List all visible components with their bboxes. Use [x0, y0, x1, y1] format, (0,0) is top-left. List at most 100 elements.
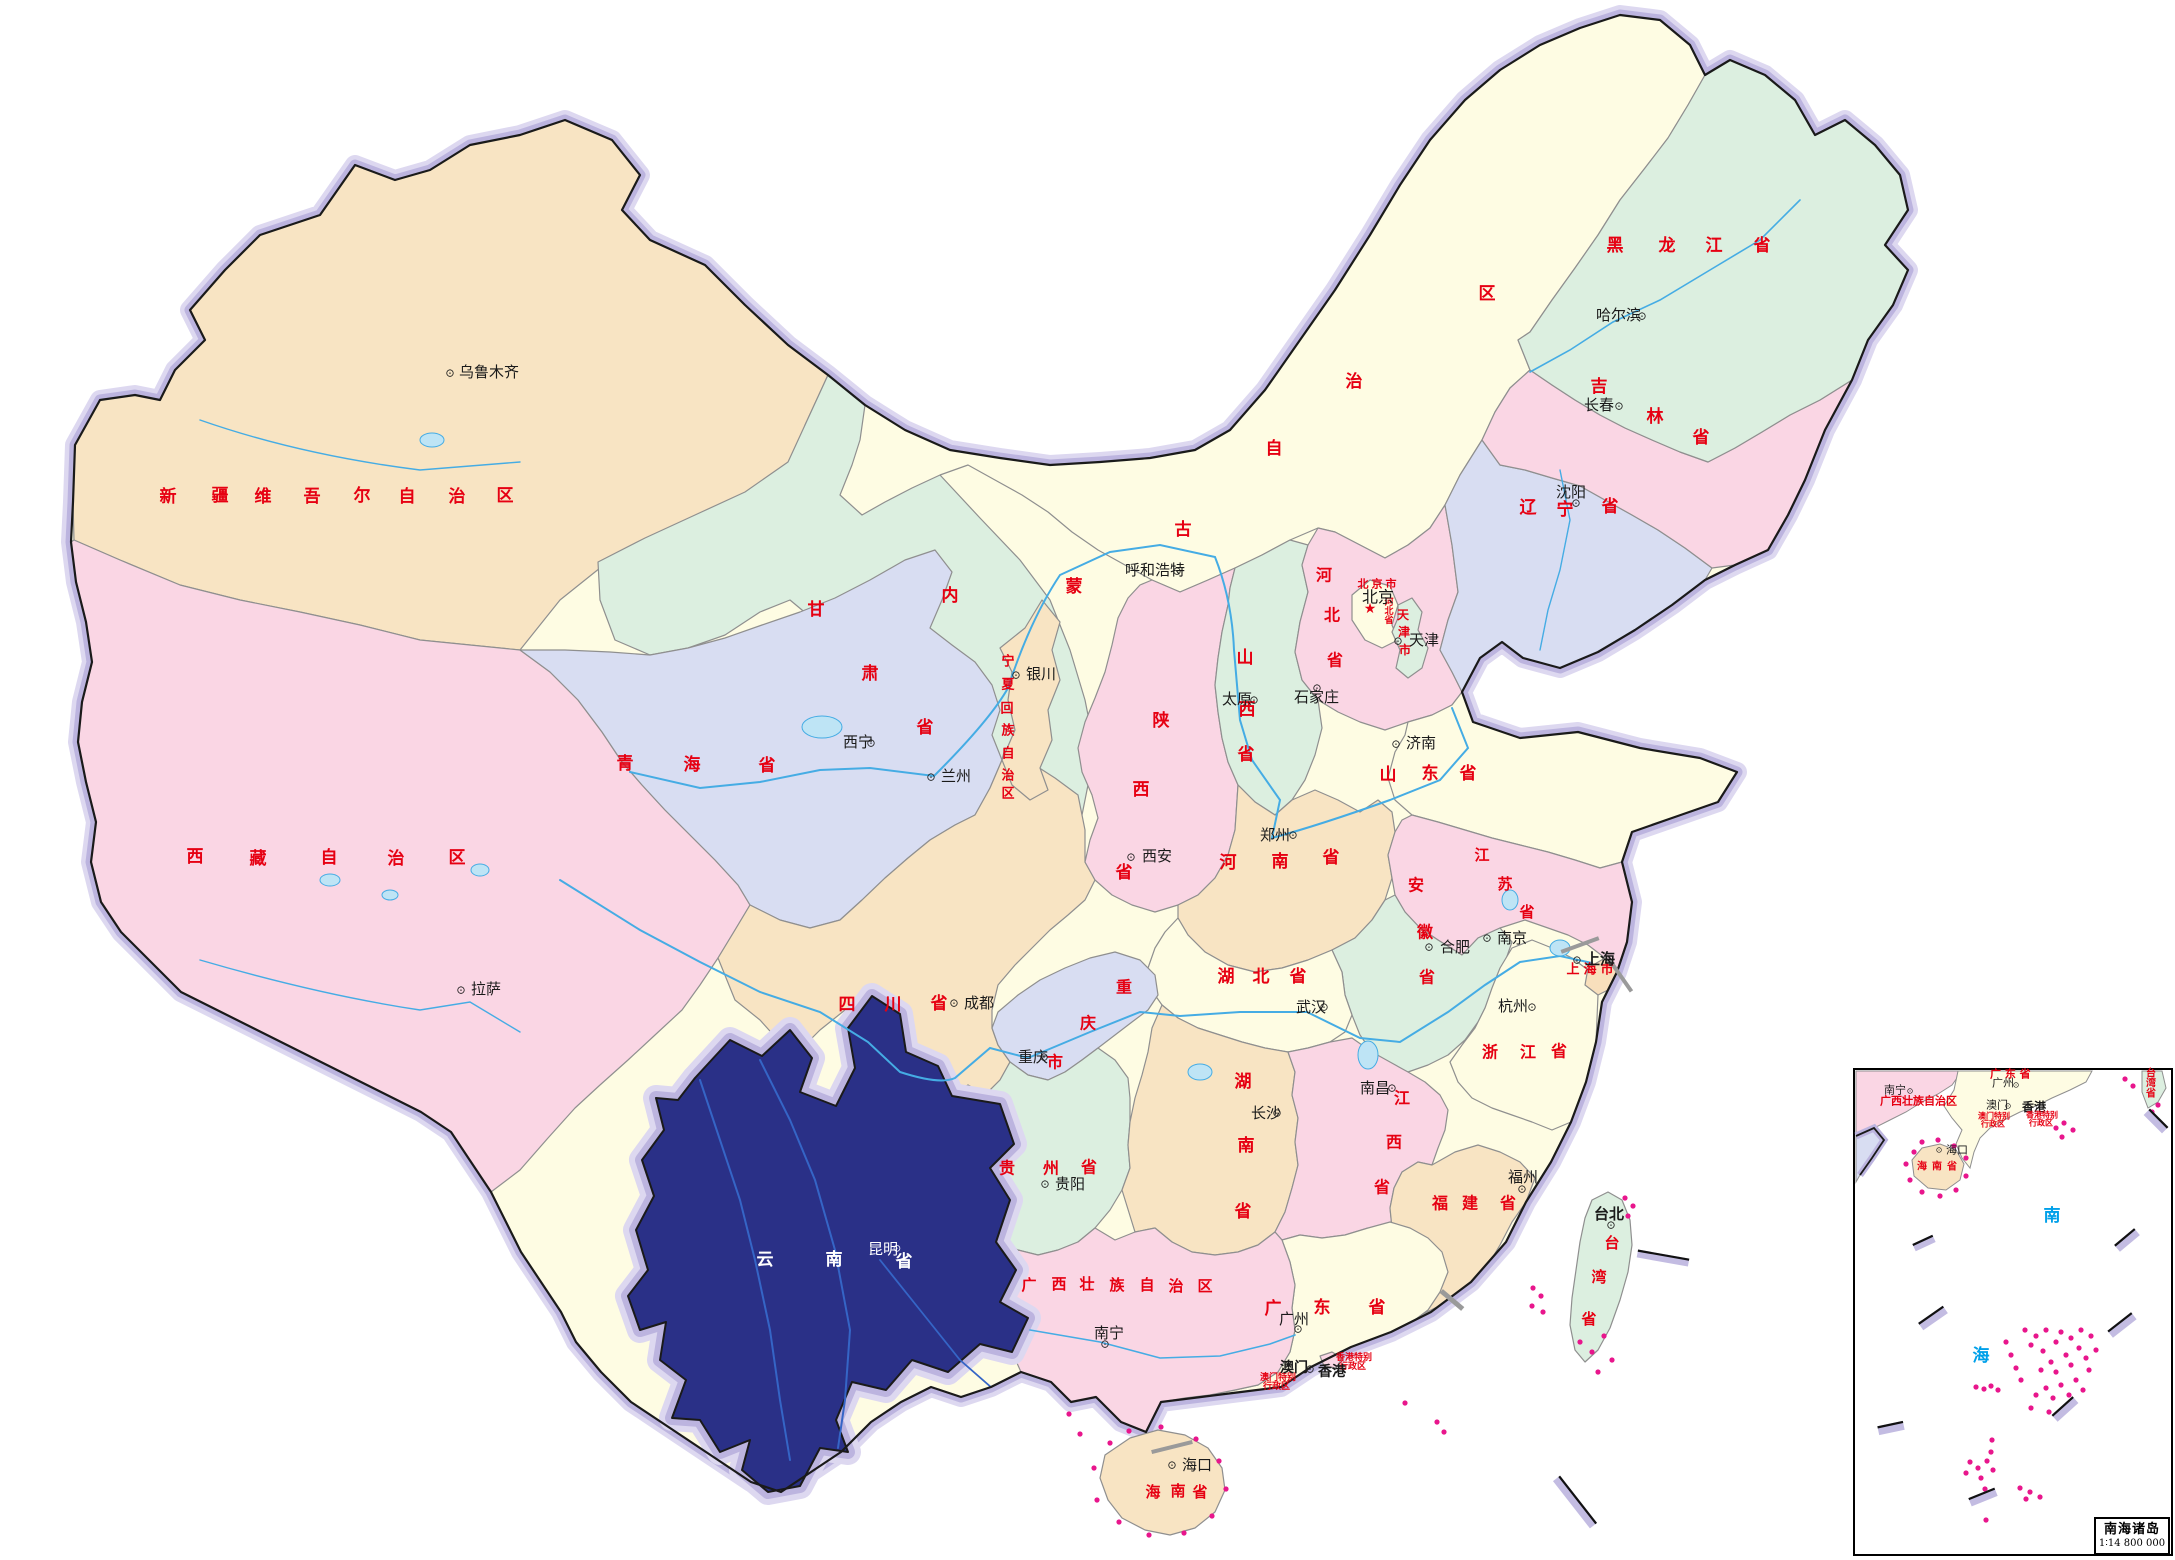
island-dot [1158, 1424, 1164, 1430]
lake-8 [1501, 889, 1519, 911]
map-label: 呼和浩特 [1125, 561, 1185, 579]
island-dot [2050, 1395, 2056, 1401]
map-label: ⊙ [1606, 1219, 1615, 1232]
island-dot [1988, 1383, 1994, 1389]
map-label: 海 [1583, 962, 1596, 978]
map-label: 台 [1604, 1234, 1619, 1252]
map-label: 林 [1647, 406, 1664, 427]
map-label: 省 [1237, 744, 1255, 765]
map-label: 湾 [2146, 1077, 2156, 1090]
map-label: 省 [1289, 966, 1307, 987]
map-label: 族 [1001, 723, 1015, 739]
map-label: 治 [449, 486, 466, 507]
island-dot [1107, 1440, 1113, 1446]
map-label: 北 [1358, 577, 1369, 591]
map-label: ⊙ [1011, 669, 1020, 682]
map-label: ⊙ [1936, 1146, 1943, 1155]
island-dot [2088, 1333, 2094, 1339]
map-label: 省 [895, 1251, 913, 1272]
map-label: 宁 [1557, 499, 1574, 520]
map-label: 尔 [354, 485, 371, 506]
map-label: 安 [1408, 876, 1424, 895]
island-dot [2003, 1339, 2009, 1345]
map-label: 古 [1175, 519, 1192, 540]
map-label: ⊙ [1100, 1338, 1109, 1351]
map-label: 海 [1145, 1483, 1160, 1501]
map-label: ⊙ [866, 737, 875, 750]
island-dot [1181, 1530, 1187, 1536]
map-label: 蒙 [1066, 576, 1083, 597]
island-dot [1601, 1333, 1607, 1339]
river-8 [759, 1059, 852, 1449]
map-label: 青 [617, 753, 634, 774]
island-dot [2023, 1496, 2029, 1502]
map-label: 长春 [1584, 396, 1614, 414]
island-dot [1209, 1513, 1215, 1519]
lake-2 [319, 873, 341, 887]
boundary-dash [1560, 936, 1600, 954]
island-dot [2027, 1489, 2033, 1495]
island-dot [1530, 1285, 1536, 1291]
map-label: ⊙ [1288, 829, 1297, 842]
map-label: 西 [187, 847, 204, 867]
island-dot [1982, 1486, 1988, 1492]
map-label: 龙 [1658, 235, 1676, 256]
island-dot [1146, 1532, 1152, 1538]
map-label: 上海 [1585, 950, 1615, 968]
province-ningxia [999, 599, 1061, 801]
inset-land-4 [2141, 1070, 2167, 1109]
map-label: 市 [1047, 1053, 1063, 1072]
map-label: 省 [1326, 651, 1343, 670]
island-dot [2018, 1377, 2024, 1383]
map-label: 西宁 [843, 733, 873, 751]
map-label: ⊙ [1167, 1459, 1176, 1472]
river-5 [199, 419, 521, 471]
island-dot [2130, 1083, 2136, 1089]
map-label: 区 [1479, 284, 1496, 304]
map-label: 陕 [1153, 710, 1170, 731]
map-label: 广州 [1279, 1310, 1309, 1328]
map-label: 北 [1324, 606, 1340, 625]
map-label: 南京 [1497, 929, 1527, 947]
island-dot [1995, 1387, 2001, 1393]
map-label: 新 [160, 486, 177, 507]
map-label: 合肥 [1440, 938, 1470, 956]
boundary-dash [2114, 1228, 2140, 1252]
map-label: 自 [321, 847, 338, 868]
map-label: 徽 [1416, 923, 1434, 942]
boundary-dash [1918, 1305, 1948, 1331]
map-label: ⊙ [445, 367, 454, 380]
island-dot [2013, 1365, 2019, 1371]
island-dot [2086, 1367, 2092, 1373]
map-label: 自 [1001, 746, 1014, 762]
island-dot [2061, 1120, 2067, 1126]
island-dot [2122, 1076, 2128, 1082]
map-label: 海 [1973, 1345, 1990, 1366]
island-dot [2043, 1385, 2049, 1391]
map-label: 疆 [212, 486, 229, 506]
island-dot [2068, 1362, 2074, 1368]
map-label: 南 [826, 1249, 843, 1270]
map-label: 行政区 [1338, 1360, 1366, 1372]
map-label: 省 [1080, 1158, 1097, 1177]
map-label: 海口 [1182, 1456, 1212, 1474]
boundary-dash [2107, 1312, 2137, 1338]
lake-3 [381, 889, 399, 901]
map-label: 省 [2145, 1087, 2156, 1100]
map-label: 北京 [1362, 588, 1394, 607]
map-label: 藏 [250, 849, 267, 869]
map-label: 北 [1384, 605, 1393, 617]
map-label: 南 [1170, 1482, 1185, 1500]
inset-title: 南海诸岛 [2103, 1522, 2160, 1538]
map-label: 治 [1001, 768, 1014, 784]
map-label: 省 [1946, 1160, 1957, 1173]
island-dot [2083, 1355, 2089, 1361]
map-label: 杭州 [1498, 997, 1528, 1015]
map-label: ⊙ [2013, 1081, 2020, 1090]
province-hongkong [1319, 1351, 1343, 1369]
map-label: 省 [1518, 903, 1534, 921]
map-label: ⊙ [949, 997, 958, 1010]
river-7 [699, 1079, 791, 1461]
